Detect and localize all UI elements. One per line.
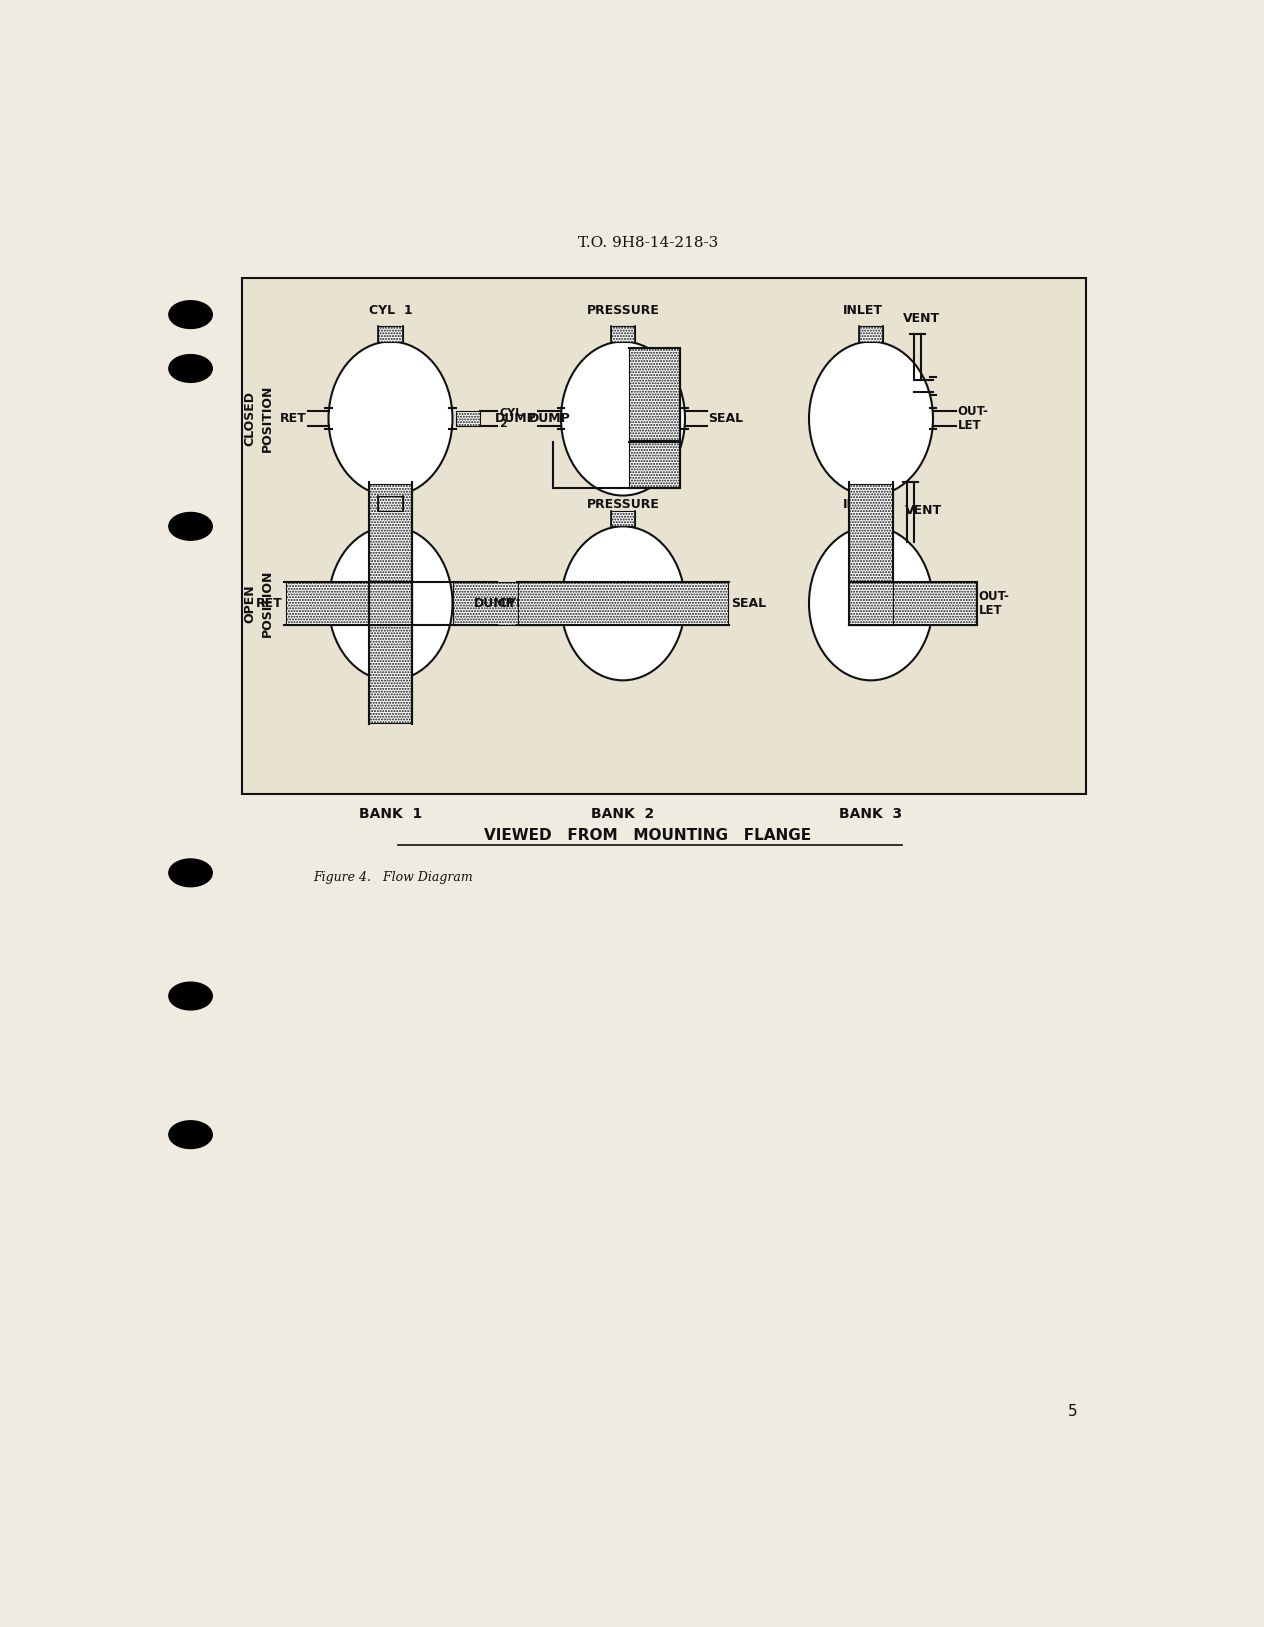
Bar (369, 604, 412, 722)
Ellipse shape (169, 1121, 212, 1149)
Ellipse shape (329, 342, 453, 496)
Text: Figure 4.   Flow Diagram: Figure 4. Flow Diagram (313, 870, 473, 883)
Ellipse shape (169, 513, 212, 540)
Text: 5: 5 (1068, 1404, 1077, 1419)
Bar (518, 582, 728, 625)
Text: OUT-
LET: OUT- LET (978, 591, 1010, 617)
Text: VENT: VENT (902, 312, 940, 325)
Bar (369, 483, 412, 604)
Text: DUMP: DUMP (528, 412, 570, 425)
Ellipse shape (169, 355, 212, 382)
Text: SEAL: SEAL (731, 597, 766, 610)
Bar (849, 483, 892, 604)
Bar (241, 278, 1087, 794)
Text: BANK  1: BANK 1 (359, 807, 422, 822)
Bar (858, 325, 884, 342)
Bar (378, 496, 403, 511)
Text: VIEWED   FROM   MOUNTING   FLANGE: VIEWED FROM MOUNTING FLANGE (484, 828, 811, 843)
Ellipse shape (329, 527, 453, 680)
Bar (629, 441, 680, 488)
Text: CYL 2: CYL 2 (498, 597, 537, 610)
Text: CYL  3: CYL 3 (369, 521, 412, 534)
Bar (453, 582, 557, 625)
Text: DUMP: DUMP (494, 412, 536, 425)
Text: INLET: INLET (843, 304, 884, 317)
Bar (849, 582, 976, 625)
Ellipse shape (169, 301, 212, 329)
Ellipse shape (809, 342, 933, 496)
Ellipse shape (561, 342, 685, 496)
Text: INLET: INLET (843, 498, 884, 511)
Text: T.O. 9H8-14-218-3: T.O. 9H8-14-218-3 (578, 236, 718, 251)
Text: DUMP: DUMP (474, 597, 516, 610)
Bar (611, 511, 636, 527)
Text: BANK  2: BANK 2 (592, 807, 655, 822)
Ellipse shape (169, 983, 212, 1010)
Bar (378, 325, 403, 342)
Bar (369, 582, 412, 625)
Bar (286, 582, 391, 625)
Text: PRESSURE: PRESSURE (586, 498, 660, 511)
Ellipse shape (169, 859, 212, 887)
Text: RET: RET (257, 597, 283, 610)
Text: VENT: VENT (905, 504, 942, 517)
Ellipse shape (561, 527, 685, 680)
Text: RET: RET (281, 412, 307, 425)
Text: SEAL: SEAL (708, 412, 743, 425)
Bar (849, 582, 892, 625)
Text: CLOSED
POSITION: CLOSED POSITION (243, 386, 274, 452)
Text: CYL  1: CYL 1 (369, 498, 412, 511)
Text: PRESSURE: PRESSURE (586, 304, 660, 317)
Text: OPEN
POSITION: OPEN POSITION (243, 569, 274, 638)
Text: CYL
2: CYL 2 (499, 408, 522, 430)
Text: OUT-
LET: OUT- LET (958, 405, 988, 433)
Bar (455, 412, 480, 426)
Text: BANK  3: BANK 3 (839, 807, 902, 822)
Bar (629, 348, 680, 439)
Text: CYL  1: CYL 1 (369, 304, 412, 317)
Ellipse shape (809, 527, 933, 680)
Bar (611, 325, 636, 342)
